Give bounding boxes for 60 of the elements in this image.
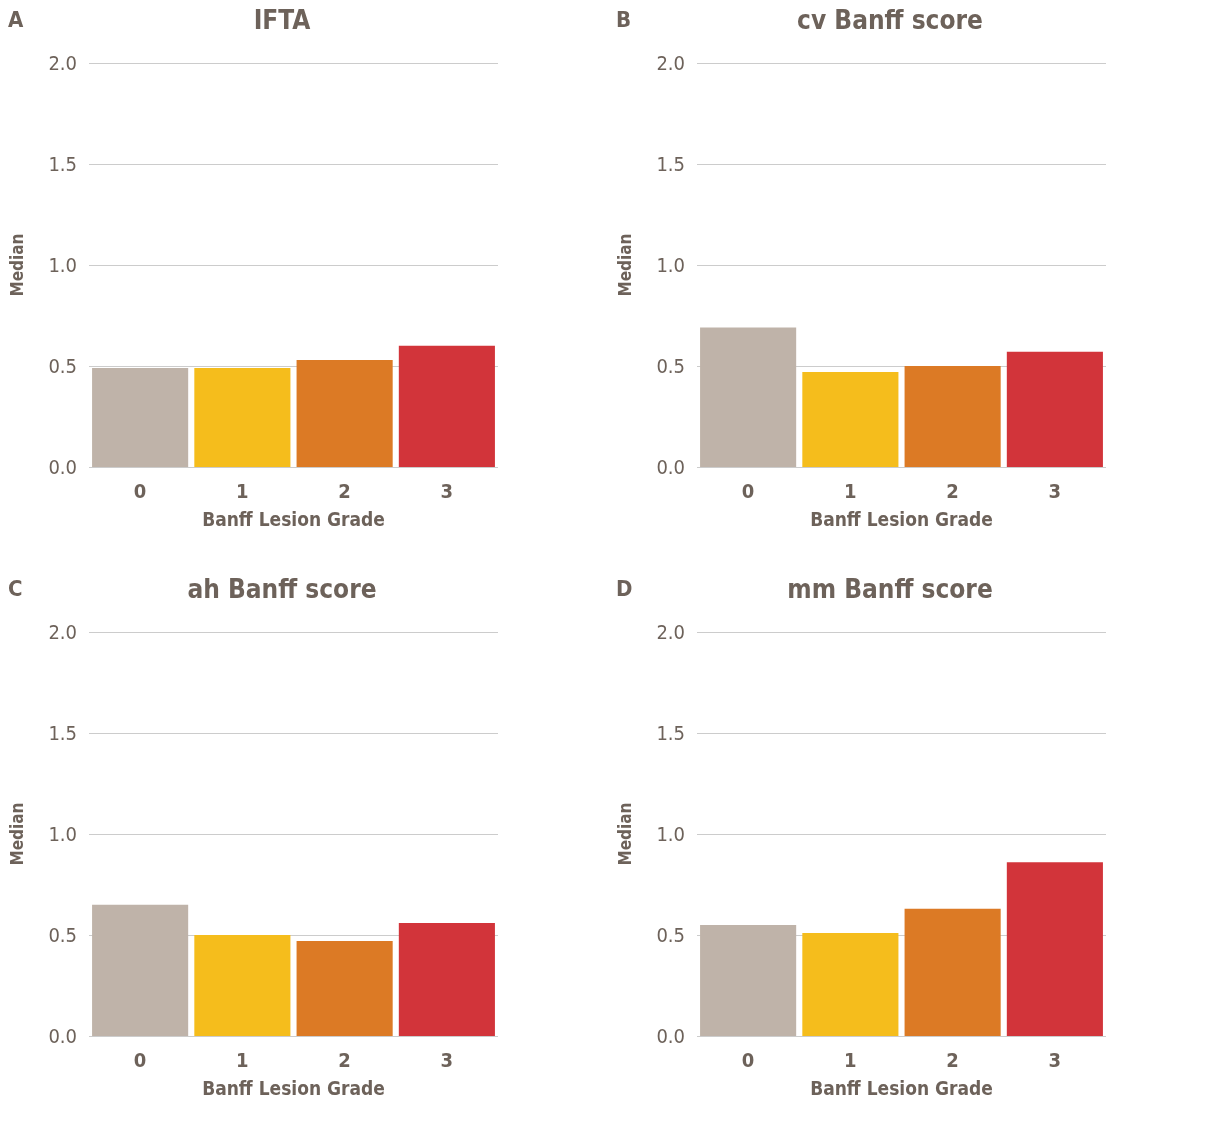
- text: B: [616, 6, 632, 32]
- bar: [1006, 862, 1103, 1036]
- y-axis-title: Median: [614, 802, 635, 866]
- y-axis-title: Median: [6, 802, 27, 866]
- y-axis-title: Median: [6, 233, 27, 297]
- x-tick-label: 3: [1048, 1048, 1062, 1072]
- bar: [802, 372, 899, 467]
- chart-title: mm Banff score: [787, 574, 993, 604]
- y-tick-label: 2.0: [656, 51, 685, 75]
- x-tick-label: 0: [741, 479, 755, 503]
- y-tick-label: 0.5: [656, 923, 685, 947]
- y-tick-label: 2.0: [656, 620, 685, 644]
- x-tick-label: 3: [1048, 479, 1062, 503]
- x-tick-label: 2: [338, 479, 351, 503]
- y-tick-label: 2.0: [48, 620, 77, 644]
- y-tick-label: 1.0: [656, 253, 685, 277]
- text: D: [616, 575, 633, 601]
- y-tick-label: 1.5: [48, 721, 77, 745]
- y-tick-label: 0.5: [48, 923, 77, 947]
- x-axis-title: Banff Lesion Grade: [202, 507, 385, 530]
- bar: [904, 366, 1001, 467]
- x-tick-label: 1: [236, 479, 249, 503]
- x-tick-label: 3: [440, 479, 454, 503]
- y-tick-label: 0.5: [656, 354, 685, 378]
- x-tick-label: 1: [236, 1048, 249, 1072]
- y-tick-label: 1.5: [48, 152, 77, 176]
- bar: [700, 924, 797, 1036]
- chart-title: IFTA: [253, 5, 311, 35]
- x-tick-label: 1: [844, 479, 857, 503]
- x-tick-label: 1: [844, 1048, 857, 1072]
- x-tick-label: 2: [338, 1048, 351, 1072]
- y-tick-label: 1.0: [48, 822, 77, 846]
- bar: [802, 932, 899, 1036]
- bar: [1006, 351, 1103, 467]
- y-tick-label: 0.5: [48, 354, 77, 378]
- y-tick-label: 1.0: [656, 822, 685, 846]
- x-tick-label: 0: [133, 479, 147, 503]
- chart-title: ah Banff score: [187, 574, 377, 604]
- x-tick-label: 0: [133, 1048, 147, 1072]
- x-tick-label: 2: [946, 479, 959, 503]
- bar: [700, 327, 797, 467]
- y-tick-label: 1.0: [48, 253, 77, 277]
- y-tick-label: 0.0: [48, 1024, 77, 1048]
- text: C: [8, 575, 23, 601]
- y-tick-label: 0.0: [48, 455, 77, 479]
- chart-title: cv Banff score: [797, 5, 983, 35]
- y-tick-label: 1.5: [656, 721, 685, 745]
- x-axis-title: Banff Lesion Grade: [810, 507, 993, 530]
- x-axis-title: Banff Lesion Grade: [810, 1076, 993, 1099]
- x-tick-label: 0: [741, 1048, 755, 1072]
- y-axis-title: Median: [614, 233, 635, 297]
- text: A: [8, 6, 24, 32]
- y-tick-label: 0.0: [656, 455, 685, 479]
- x-axis-title: Banff Lesion Grade: [202, 1076, 385, 1099]
- y-tick-label: 0.0: [656, 1024, 685, 1048]
- x-tick-label: 3: [440, 1048, 454, 1072]
- y-tick-label: 2.0: [48, 51, 77, 75]
- x-tick-label: 2: [946, 1048, 959, 1072]
- y-tick-label: 1.5: [656, 152, 685, 176]
- bar: [904, 908, 1001, 1036]
